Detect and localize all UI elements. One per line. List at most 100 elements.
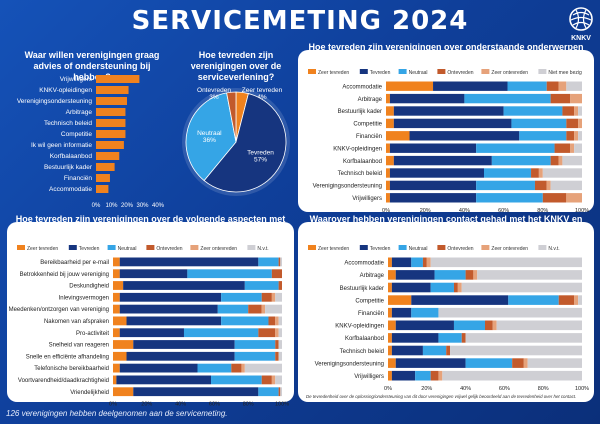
- chart3-bar-segment: [578, 118, 582, 129]
- chart4-bar-segment: [278, 387, 281, 397]
- chart4-bar-segment: [113, 351, 127, 361]
- chart3-bar-segment: [386, 118, 394, 129]
- chart5-bar-segment: [422, 345, 447, 356]
- chart2-pie-slice: [226, 91, 237, 143]
- chart3-bar-segment: [393, 118, 512, 129]
- chart4-bar-segment: [278, 351, 282, 361]
- chart4-bar-segment: [258, 257, 279, 267]
- chart4-bar-segment: [261, 304, 266, 314]
- chart3-category-label: Korfbalaanbod: [343, 159, 382, 165]
- logo-text: KNKV: [571, 35, 591, 42]
- chart4-bar-segment: [113, 292, 120, 302]
- chart5-bar-segment: [508, 295, 559, 305]
- chart3-title: binnen de eigen vereniging?: [385, 53, 507, 63]
- chart4-bar-segment: [271, 292, 276, 302]
- chart4-bar-segment: [231, 363, 242, 373]
- chart4-category-label: Telefonische bereikbaarheid: [34, 366, 109, 372]
- chart5-bar-segment: [388, 257, 392, 268]
- chart3-legend-label: Niet mee bezig: [548, 70, 582, 76]
- chart5-legend-label: Ontevreden: [447, 246, 473, 252]
- chart3-category-label: Vrijwilligers: [352, 196, 382, 202]
- chart4-legend-swatch: [68, 245, 77, 250]
- chart1-category-label: Vrijwilligers: [60, 76, 93, 83]
- chart4-bar-segment: [113, 281, 124, 290]
- chart5-bar-segment: [492, 320, 497, 331]
- chart3-bar-segment: [389, 143, 477, 153]
- chart3-bar-segment: [542, 193, 567, 203]
- chart5-legend-swatch: [538, 245, 547, 250]
- chart5-bar-segment: [453, 320, 485, 331]
- chart5-xtick: 40%: [460, 386, 471, 392]
- chart1-category-label: Financiën: [64, 175, 93, 182]
- chart3-bar-segment: [386, 155, 394, 166]
- chart4-bar-segment: [234, 340, 276, 349]
- chart3-bar-segment: [566, 193, 582, 203]
- chart5-bar-segment: [430, 370, 439, 381]
- chart5-bar-segment: [434, 270, 466, 280]
- chart3-bar-segment: [476, 193, 543, 203]
- chart4-bar-segment: [113, 257, 120, 267]
- chart4-xtick: 40%: [175, 402, 186, 408]
- chart5-category-label: KNKV-opleidingen: [335, 324, 384, 330]
- chart4-category-label: Vriendelijkheid: [70, 390, 109, 396]
- chart4-bar-segment: [271, 375, 276, 385]
- chart3-bar-segment: [511, 118, 567, 129]
- chart4-bar-segment: [113, 304, 120, 314]
- page-title: SERVICEMETING 2024: [131, 6, 469, 36]
- chart2-slice-label: Ontevreden: [197, 87, 231, 94]
- chart3-legend-swatch: [481, 69, 490, 74]
- chart4-category-label: Bereikbaarheid per e-mail: [40, 260, 109, 266]
- chart5-bar-segment: [438, 333, 462, 343]
- chart5-bar-segment: [465, 358, 513, 368]
- chart4-xtick: 0%: [109, 402, 117, 408]
- chart4-legend-label: Zeer ontevreden: [200, 246, 237, 252]
- chart3-legend-swatch: [359, 69, 368, 74]
- chart4-xtick: 20%: [141, 402, 152, 408]
- chart4-bar-segment: [258, 328, 276, 338]
- chart3-bar-segment: [476, 143, 555, 153]
- chart2-slice-label: Neutraal: [197, 130, 222, 137]
- korfbal-icon: [569, 7, 593, 31]
- chart4-xtick: 80%: [243, 402, 254, 408]
- chart5-note: De tevredenheid over de oplossing/onders…: [306, 394, 576, 399]
- chart4-title: betrekking tot de serviceverlening?: [75, 225, 227, 235]
- chart4-bar-segment: [197, 363, 232, 373]
- chart3-bar-segment: [503, 106, 563, 116]
- chart3-xtick: 20%: [420, 208, 431, 214]
- chart4-bar-segment: [126, 351, 235, 361]
- chart4-title: Hoe tevreden zijn verenigingen over de v…: [16, 214, 286, 224]
- chart5-bar-segment: [395, 270, 435, 280]
- chart4-bar-segment: [271, 269, 282, 279]
- chart5-bar-segment: [527, 358, 582, 368]
- chart1-category-label: Technisch beleid: [44, 120, 92, 127]
- chart2-slice-label: Zeer tevreden: [242, 87, 283, 94]
- chart1-xtick: 0%: [92, 203, 101, 209]
- chart1-bar: [96, 163, 115, 171]
- chart5-title: hoe tevreden zijn zij hierover?: [381, 225, 510, 235]
- chart4-bar-segment: [278, 340, 282, 349]
- footer-note: 126 verenigingen hebben deelgenomen aan …: [6, 409, 228, 418]
- chart3-bar-segment: [386, 193, 390, 203]
- chart5-bar-segment: [438, 307, 582, 318]
- chart5-bar-segment: [388, 282, 392, 293]
- chart5-category-label: Vrijwilligers: [354, 374, 384, 380]
- chart3-bar-segment: [386, 143, 390, 153]
- chart5-legend-swatch: [398, 245, 407, 250]
- chart5-bar-segment: [430, 257, 582, 268]
- chart3-legend-label: Tevreden: [370, 70, 391, 76]
- chart5-category-label: Financiën: [358, 311, 384, 317]
- chart2-title: Hoe tevreden zijn: [199, 50, 274, 60]
- chart4-bar-segment: [113, 316, 127, 326]
- chart4-category-label: Betrokkenheid bij jouw vereniging: [20, 272, 109, 278]
- chart5-bar-segment: [388, 333, 392, 343]
- chart4-bar-segment: [113, 375, 117, 385]
- knkv-logo: KNKV: [566, 6, 596, 46]
- chart4-bar-segment: [265, 304, 282, 314]
- chart3-bar-segment: [491, 155, 551, 166]
- chart1-title: hebben?: [73, 72, 111, 82]
- chart1-bar: [96, 119, 126, 127]
- chart3-bar-segment: [389, 193, 477, 203]
- chart3-legend-label: Neutraal: [409, 70, 428, 76]
- chart3-legend-label: Zeer tevreden: [318, 70, 349, 76]
- chart4-category-label: Voortvarendheid/daadkrachtigheid: [18, 378, 109, 384]
